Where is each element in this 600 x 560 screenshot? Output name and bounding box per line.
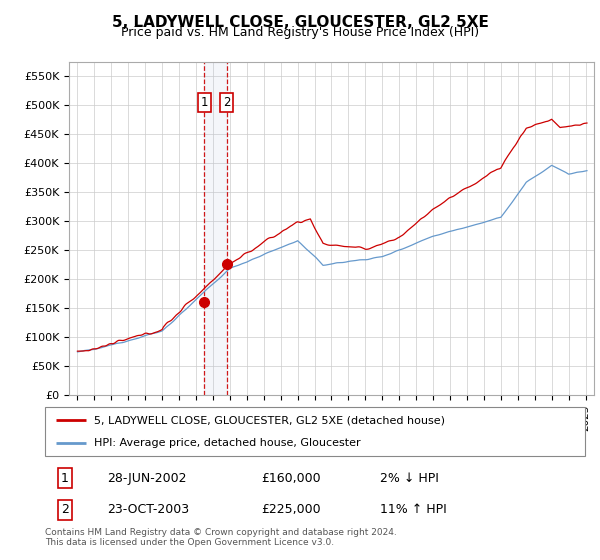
- Text: 28-JUN-2002: 28-JUN-2002: [107, 472, 187, 485]
- Text: 2% ↓ HPI: 2% ↓ HPI: [380, 472, 439, 485]
- Text: 2: 2: [61, 503, 69, 516]
- Text: £225,000: £225,000: [261, 503, 320, 516]
- Text: Price paid vs. HM Land Registry's House Price Index (HPI): Price paid vs. HM Land Registry's House …: [121, 26, 479, 39]
- Text: Contains HM Land Registry data © Crown copyright and database right 2024.
This d: Contains HM Land Registry data © Crown c…: [45, 528, 397, 547]
- Text: 11% ↑ HPI: 11% ↑ HPI: [380, 503, 446, 516]
- Text: 2: 2: [223, 96, 230, 109]
- Text: 1: 1: [200, 96, 208, 109]
- Text: HPI: Average price, detached house, Gloucester: HPI: Average price, detached house, Glou…: [94, 438, 360, 448]
- Text: 23-OCT-2003: 23-OCT-2003: [107, 503, 189, 516]
- Bar: [205, 62, 227, 395]
- Text: £160,000: £160,000: [261, 472, 320, 485]
- Text: 5, LADYWELL CLOSE, GLOUCESTER, GL2 5XE: 5, LADYWELL CLOSE, GLOUCESTER, GL2 5XE: [112, 15, 488, 30]
- Text: 5, LADYWELL CLOSE, GLOUCESTER, GL2 5XE (detached house): 5, LADYWELL CLOSE, GLOUCESTER, GL2 5XE (…: [94, 416, 445, 426]
- Text: 1: 1: [61, 472, 69, 485]
